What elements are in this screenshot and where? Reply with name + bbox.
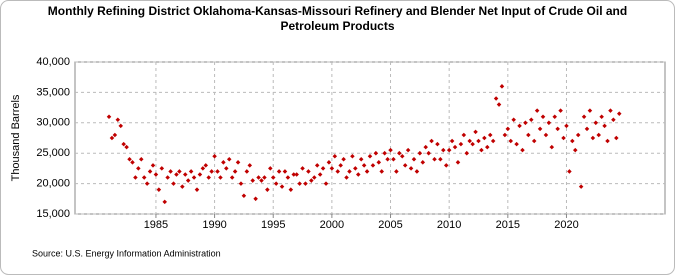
data-point <box>124 144 129 150</box>
data-point <box>479 147 484 153</box>
data-point <box>429 138 434 144</box>
data-point <box>490 138 496 144</box>
data-point <box>329 166 335 171</box>
data-point <box>464 150 470 156</box>
data-point <box>476 138 481 144</box>
data-point <box>382 150 387 156</box>
data-point <box>338 163 343 168</box>
data-point <box>300 166 305 171</box>
data-point <box>473 129 478 135</box>
data-point <box>309 178 314 183</box>
data-point <box>449 138 455 144</box>
x-tick-label: 2015 <box>496 219 520 231</box>
data-point <box>121 141 126 147</box>
data-point <box>265 187 270 192</box>
y-tick-label: 35,000 <box>36 86 70 98</box>
data-point <box>426 150 431 156</box>
data-point <box>373 150 379 156</box>
data-point <box>268 166 273 171</box>
data-point <box>388 147 393 153</box>
x-tick-label: 1985 <box>144 219 168 231</box>
chart-title: Monthly Refining District Oklahoma-Kansa… <box>47 4 628 33</box>
data-point <box>508 138 514 144</box>
x-tick-label: 2010 <box>437 219 461 231</box>
data-point <box>423 144 428 150</box>
x-tick-label: 2020 <box>554 219 578 231</box>
data-point <box>288 187 294 192</box>
data-point <box>109 135 115 141</box>
data-point <box>397 150 402 156</box>
data-point <box>467 138 472 144</box>
data-point <box>432 157 437 162</box>
data-point <box>408 166 414 171</box>
y-tick-label: 40,000 <box>36 56 70 68</box>
data-point <box>317 172 323 177</box>
data-point <box>127 157 132 162</box>
x-tick-label: 2005 <box>378 219 402 231</box>
y-tick-label: 15,000 <box>36 208 70 220</box>
data-point <box>259 178 264 183</box>
y-tick-label: 25,000 <box>36 147 70 159</box>
plot-area <box>74 61 666 215</box>
data-point <box>115 117 121 123</box>
x-tick-label: 1990 <box>202 219 226 231</box>
data-point <box>385 157 390 162</box>
x-tick-label: 1995 <box>261 219 285 231</box>
data-point <box>291 172 297 177</box>
data-point <box>341 157 346 162</box>
y-tick-label: 20,000 <box>36 178 70 190</box>
source: Source: U.S. Energy Information Administ… <box>32 248 221 258</box>
data-point <box>344 175 349 180</box>
data-point <box>353 166 358 171</box>
x-tick-label: 2000 <box>320 219 344 231</box>
data-point <box>452 144 458 150</box>
y-axis-label: Thousand Barrels <box>10 94 22 181</box>
data-point <box>320 166 326 171</box>
y-tick-label: 30,000 <box>36 117 70 129</box>
data-point <box>112 132 118 138</box>
data-point <box>356 172 361 177</box>
data-point <box>485 144 490 150</box>
data-point <box>297 181 302 186</box>
data-point <box>294 172 299 177</box>
data-point <box>417 150 423 156</box>
